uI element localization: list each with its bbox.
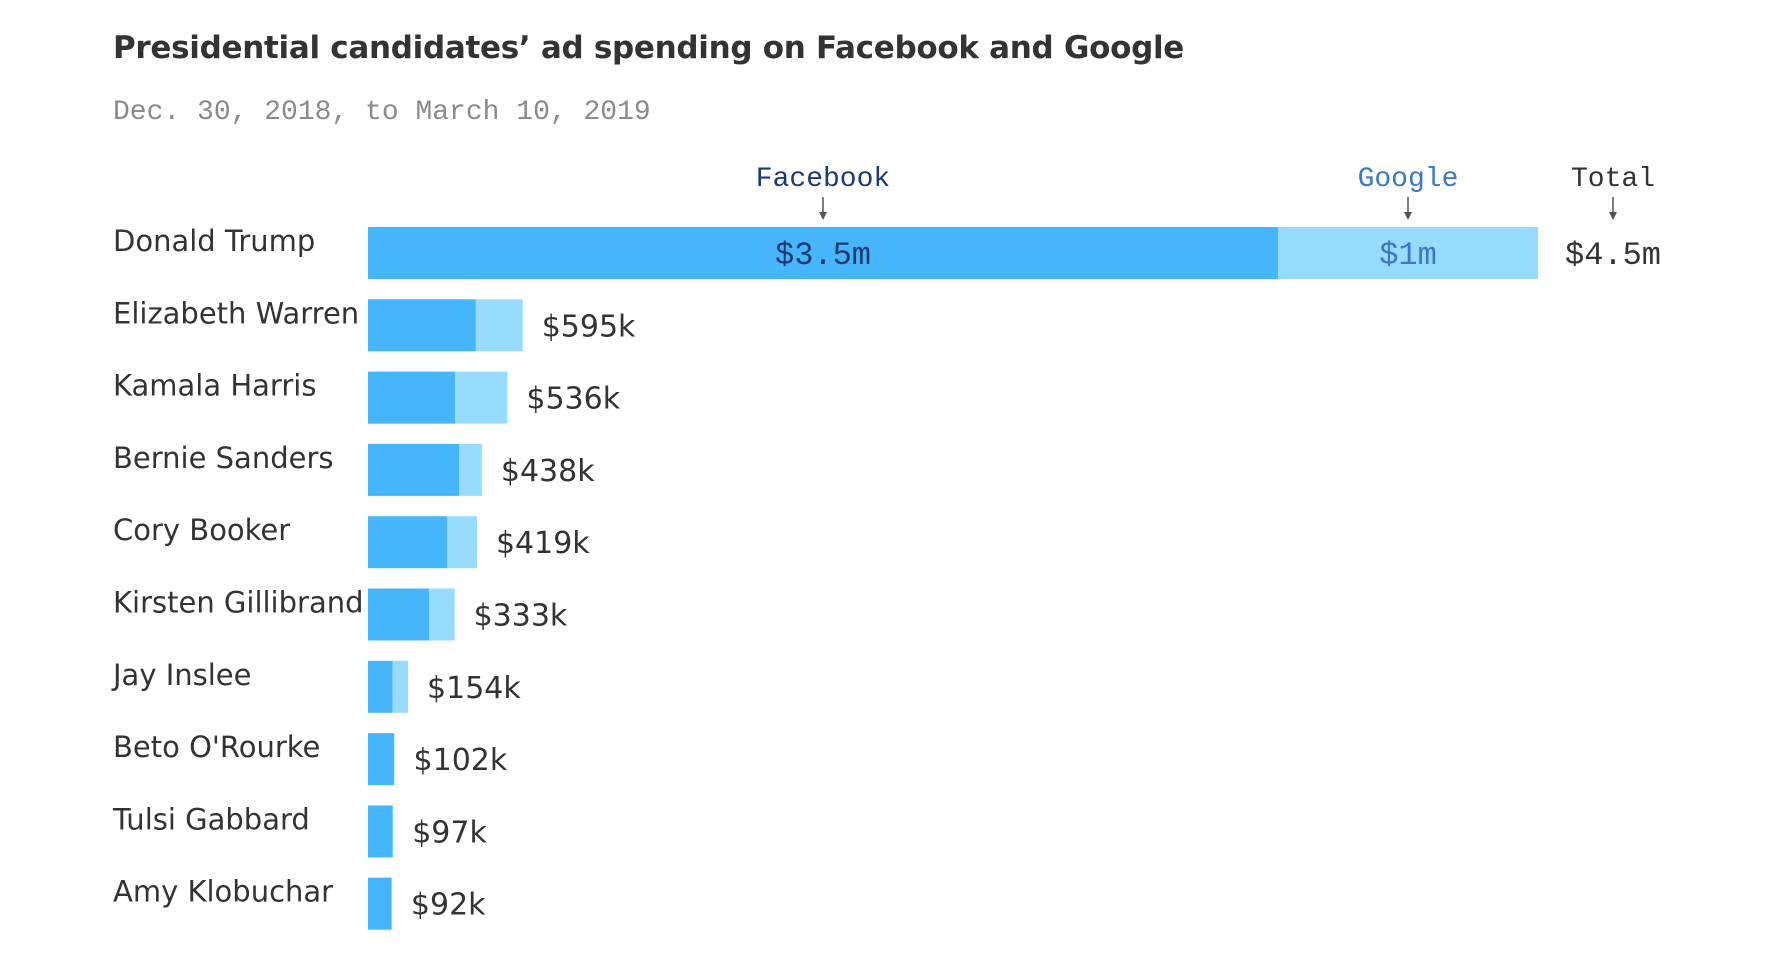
bar-facebook (368, 227, 1278, 279)
category-label: Cory Booker (113, 513, 290, 547)
category-label: Beto O'Rourke (113, 730, 320, 764)
bar-facebook (368, 371, 456, 424)
facebook-value-label: $3.5m (775, 237, 871, 274)
total-value-label: $4.5m (1565, 237, 1661, 274)
total-value-label: $419k (496, 526, 590, 561)
bar-facebook (368, 877, 392, 930)
category-label: Jay Inslee (111, 658, 252, 692)
bar-facebook (368, 443, 459, 496)
category-label: Donald Trump (113, 224, 315, 258)
category-label: Elizabeth Warren (113, 296, 359, 330)
google-header: Google (1358, 164, 1459, 195)
bar-facebook (368, 299, 476, 352)
bar-google (394, 733, 395, 786)
bar-facebook (368, 733, 394, 786)
total-value-label: $536k (526, 382, 620, 417)
bar-facebook (368, 660, 393, 713)
total-value-label: $595k (542, 309, 636, 344)
bar-google (391, 877, 392, 930)
category-label: Tulsi Gabbard (112, 802, 310, 836)
total-header: Total (1571, 164, 1655, 195)
category-label: Amy Klobuchar (113, 875, 333, 909)
down-arrow-icon (1404, 212, 1412, 220)
total-value-label: $102k (414, 743, 508, 778)
google-value-label: $1m (1379, 237, 1437, 274)
total-value-label: $92k (411, 888, 486, 923)
category-label: Kirsten Gillibrand (113, 586, 364, 620)
facebook-header: Facebook (756, 164, 890, 195)
bar-facebook (368, 516, 448, 569)
chart-title: Presidential candidates’ ad spending on … (113, 30, 1185, 66)
bar-google (455, 371, 508, 424)
total-value-label: $97k (412, 815, 487, 850)
total-value-label: $438k (501, 454, 595, 489)
category-label: Bernie Sanders (113, 441, 334, 475)
down-arrow-icon (1609, 212, 1617, 220)
chart-subtitle: Dec. 30, 2018, to March 10, 2019 (113, 97, 651, 128)
bar-facebook (368, 805, 393, 858)
down-arrow-icon (819, 212, 827, 220)
category-label: Kamala Harris (113, 369, 316, 403)
total-value-label: $154k (427, 671, 521, 706)
bar-google (392, 805, 394, 858)
bar-facebook (368, 588, 430, 641)
bar-google (1278, 227, 1538, 279)
bar-google (475, 299, 523, 352)
bar-google (392, 660, 409, 713)
bar-google (447, 516, 477, 569)
bar-google (459, 443, 482, 496)
bar-google (429, 588, 455, 641)
total-value-label: $333k (474, 599, 568, 634)
